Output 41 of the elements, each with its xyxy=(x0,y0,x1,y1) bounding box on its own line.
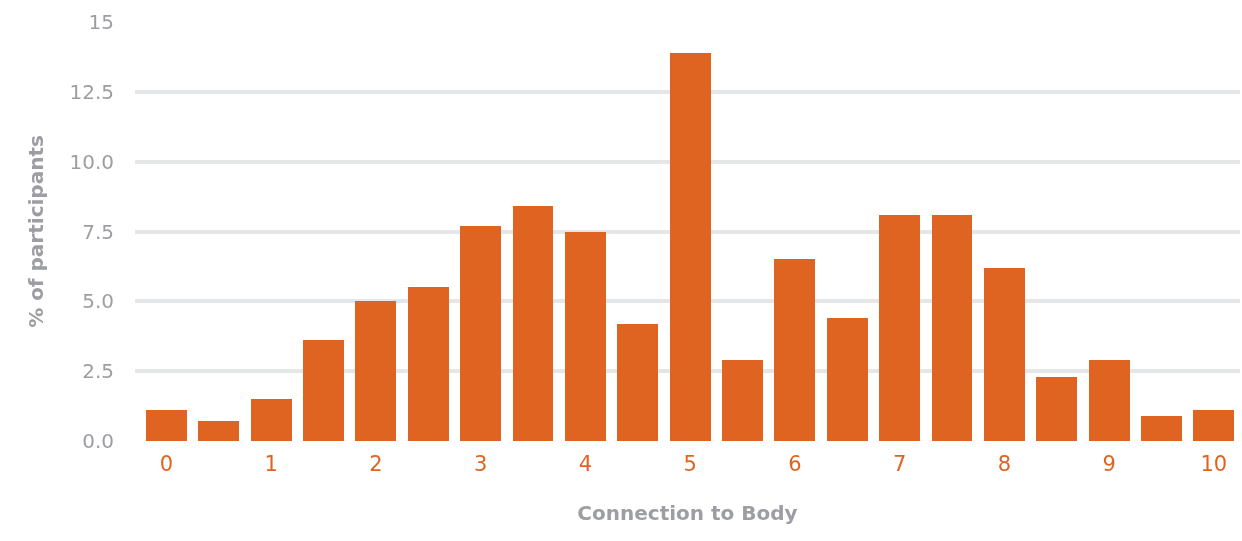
y-axis-title: % of participants xyxy=(23,135,48,328)
x-tick-label: 2 xyxy=(369,452,383,476)
bar xyxy=(460,226,501,441)
x-axis-title: Connection to Body xyxy=(577,500,798,525)
bar xyxy=(146,410,187,441)
y-tick-label: 10.0 xyxy=(69,149,114,174)
y-tick-label: 15 xyxy=(88,10,114,34)
x-tick-label: 10 xyxy=(1200,452,1228,476)
x-tick-label: 9 xyxy=(1102,452,1116,476)
x-tick-label: 4 xyxy=(578,452,593,476)
bar xyxy=(879,215,920,441)
bar xyxy=(408,287,449,441)
bar xyxy=(774,259,815,441)
y-tick-label: 12.5 xyxy=(69,79,114,104)
bar xyxy=(513,206,553,441)
bar xyxy=(1193,410,1234,441)
bar xyxy=(1089,360,1130,441)
x-tick-label: 7 xyxy=(892,452,907,476)
x-tick-label: 0 xyxy=(159,452,174,476)
bar xyxy=(1141,416,1182,441)
bar xyxy=(198,421,239,441)
bar xyxy=(355,301,396,441)
y-tick-label: 5.0 xyxy=(82,289,114,314)
y-tick-label: 2.5 xyxy=(82,359,114,384)
x-tick-label: 6 xyxy=(788,452,802,476)
bar xyxy=(827,318,868,441)
y-tick-label: 7.5 xyxy=(82,219,114,244)
bar xyxy=(722,360,763,441)
bar xyxy=(617,324,658,441)
bar xyxy=(251,399,292,441)
y-tick-label: 0.0 xyxy=(82,429,114,453)
x-tick-label: 5 xyxy=(683,452,697,476)
bar xyxy=(565,232,606,441)
x-tick-label: 8 xyxy=(997,452,1012,476)
x-tick-label: 1 xyxy=(264,452,278,476)
bar xyxy=(932,215,972,441)
bar xyxy=(984,268,1025,441)
bar xyxy=(1036,377,1077,441)
bar xyxy=(670,53,711,441)
bar xyxy=(303,340,344,441)
x-tick-label: 3 xyxy=(473,452,488,476)
